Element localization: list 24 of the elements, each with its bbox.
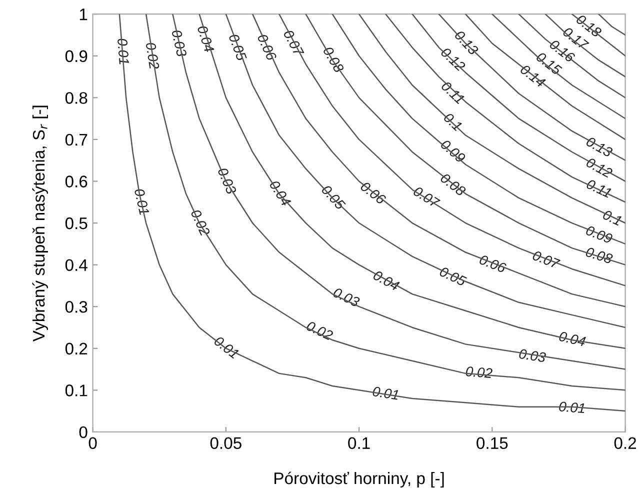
x-axis-title: Pórovitosť horniny, p [-] bbox=[274, 472, 444, 488]
x-tick-label: 0.15 bbox=[476, 437, 508, 450]
annotation: 0.12 bbox=[586, 157, 614, 178]
x-tick-label: 0.2 bbox=[614, 437, 636, 450]
y-tick-label: 0.8 bbox=[65, 92, 88, 104]
x-tick-label: 0.1 bbox=[348, 437, 370, 450]
y-tick-label: 0 bbox=[79, 426, 88, 438]
y-tick-label: 1 bbox=[80, 8, 88, 20]
y-tick-label: 0.1 bbox=[65, 384, 88, 396]
line-series bbox=[358, 14, 626, 224]
x-tick-label: 0 bbox=[88, 437, 97, 450]
y-tick-label: 0.6 bbox=[65, 176, 88, 188]
y-tick-label: 0.4 bbox=[65, 259, 88, 272]
y-tick-label: 0.2 bbox=[65, 342, 88, 355]
y-tick-label: 0.9 bbox=[65, 50, 88, 62]
line-series bbox=[492, 14, 626, 120]
y-axis-title: Vybraný stupeň nasýtenia, S$_{r}$ [-] bbox=[32, 106, 48, 342]
y-tick-label: 0.3 bbox=[65, 300, 88, 313]
annotation: 0.1 bbox=[443, 112, 463, 132]
y-tick-label: 0.7 bbox=[65, 134, 88, 146]
y-tick-label: 0.5 bbox=[65, 217, 88, 230]
annotation: 0.05 bbox=[320, 184, 346, 210]
x-tick-label: 0.05 bbox=[210, 437, 242, 450]
line-series bbox=[518, 14, 626, 98]
